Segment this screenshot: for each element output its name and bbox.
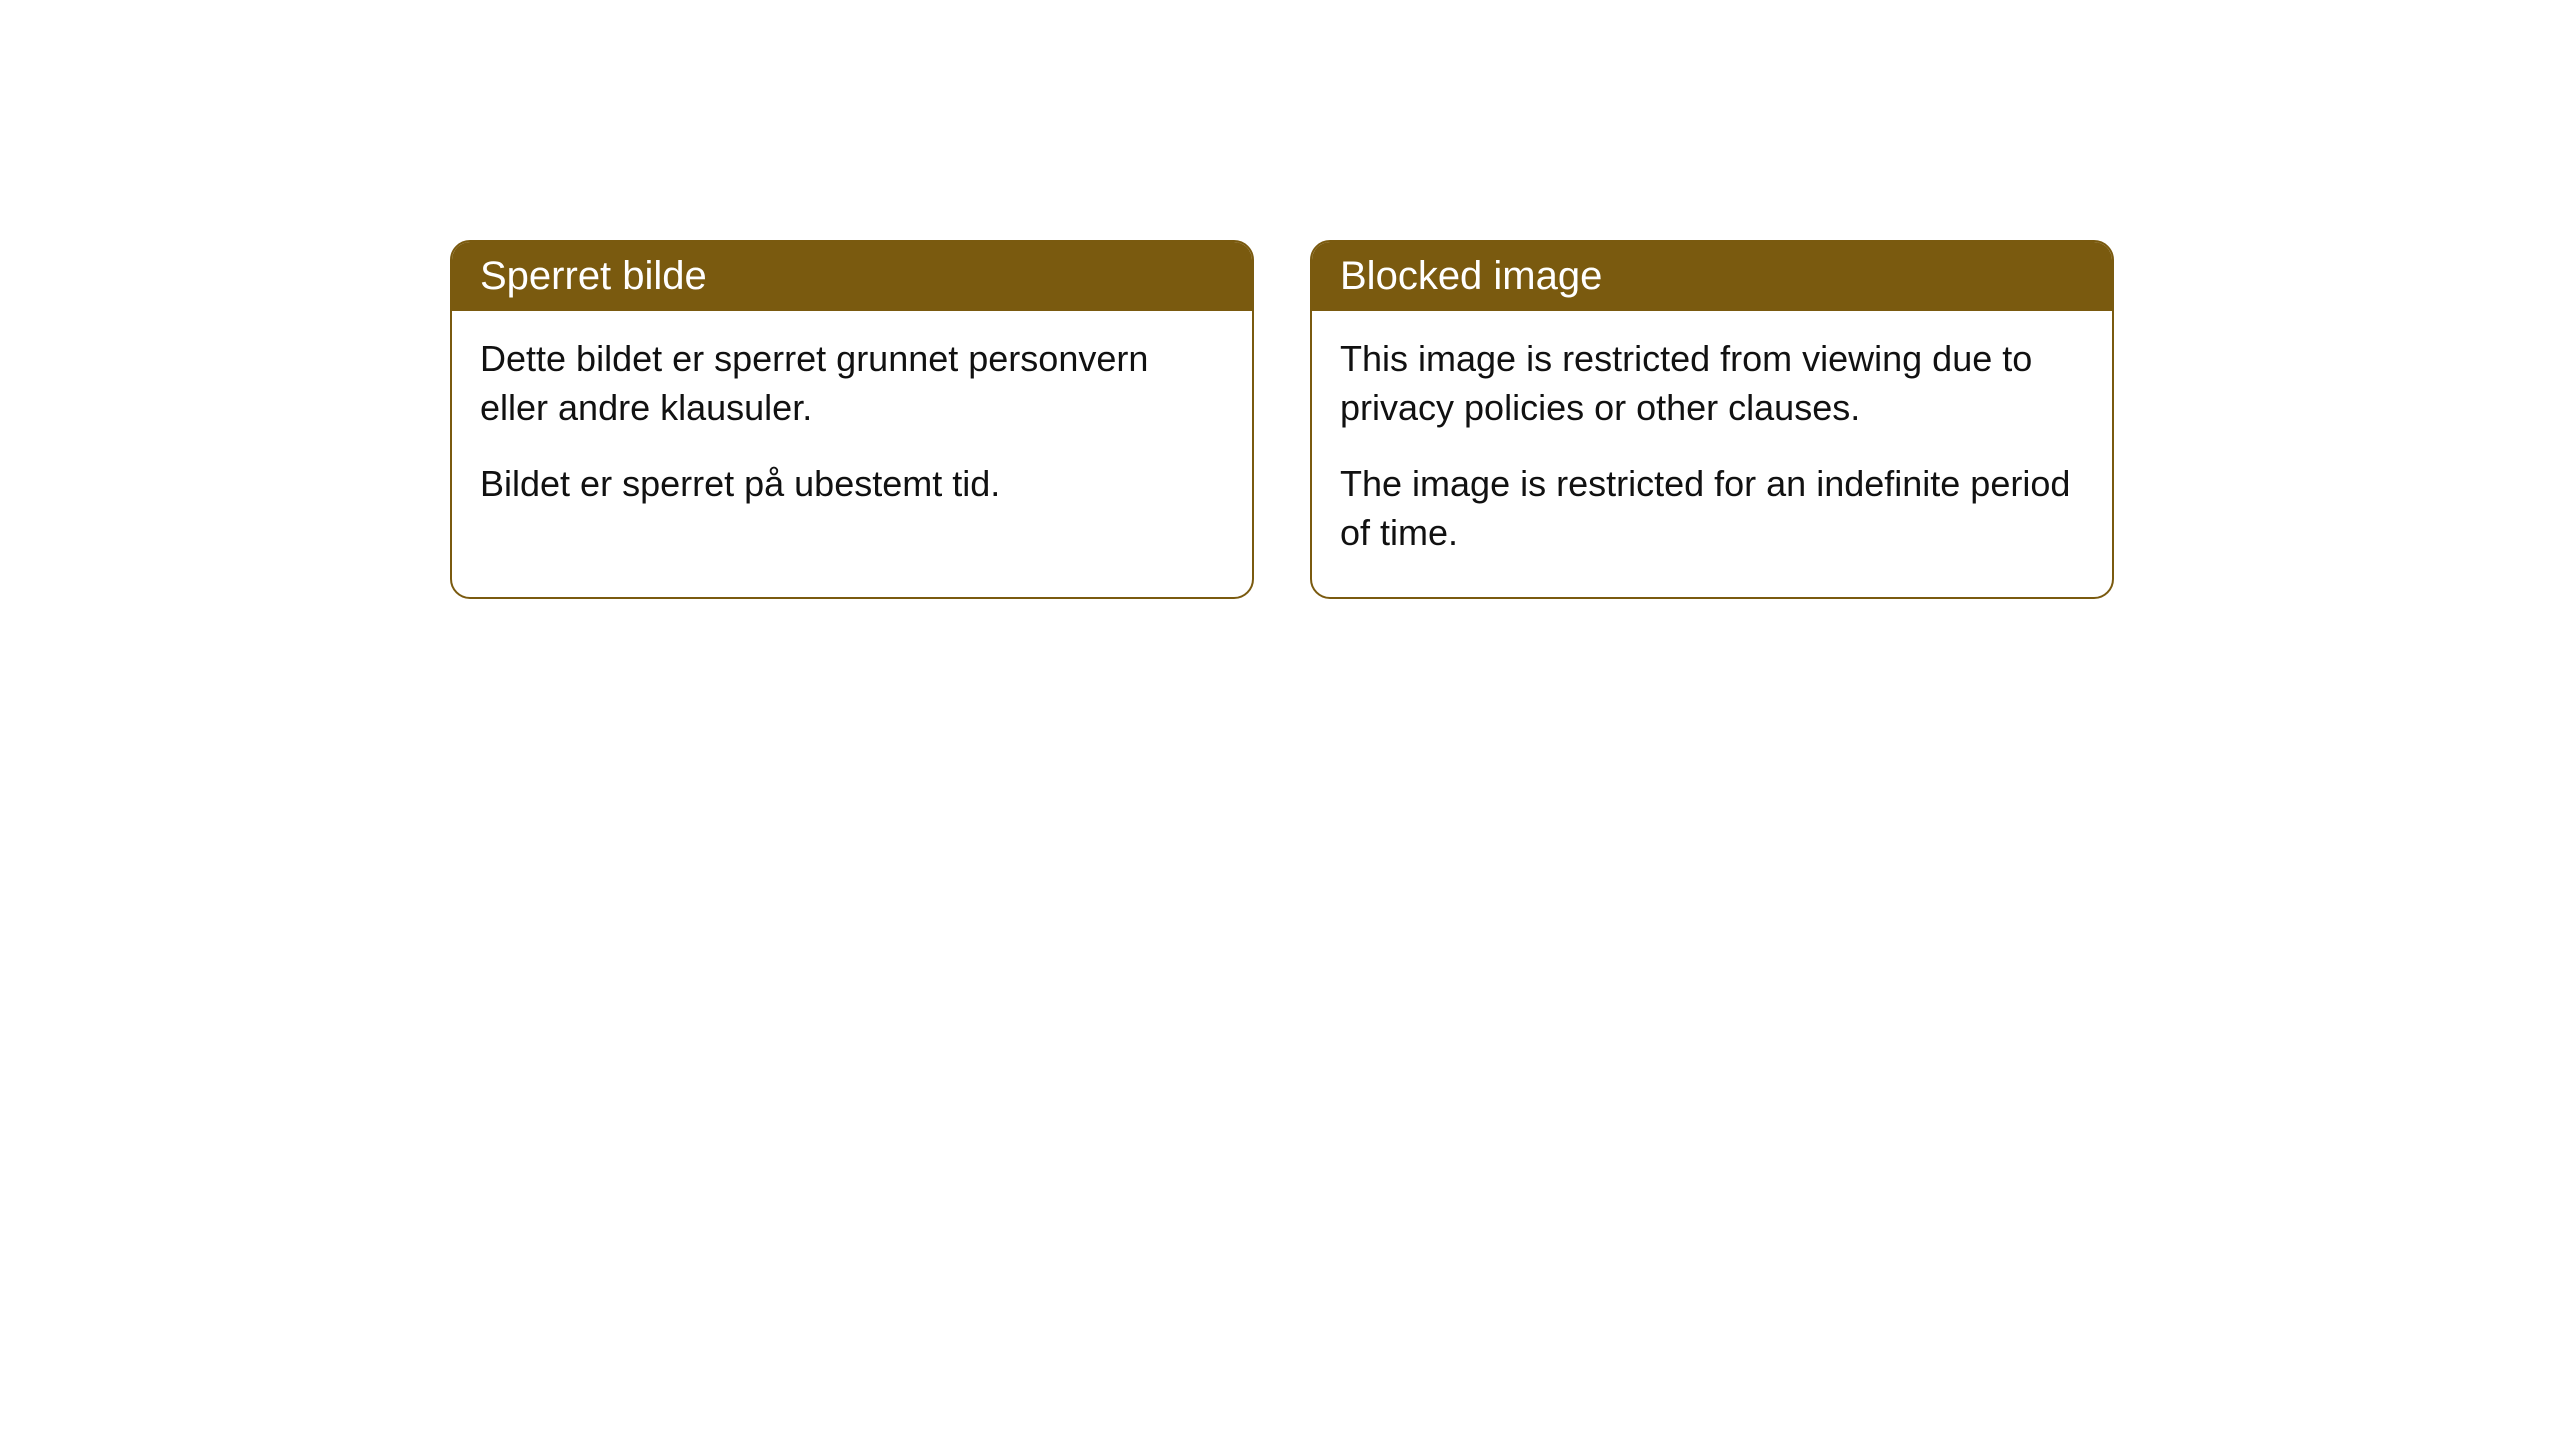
notice-header: Sperret bilde bbox=[452, 242, 1252, 311]
notice-paragraph: Dette bildet er sperret grunnet personve… bbox=[480, 335, 1224, 432]
notice-paragraph: Bildet er sperret på ubestemt tid. bbox=[480, 460, 1224, 509]
notice-box-english: Blocked image This image is restricted f… bbox=[1310, 240, 2114, 599]
notice-box-norwegian: Sperret bilde Dette bildet er sperret gr… bbox=[450, 240, 1254, 599]
notice-paragraph: The image is restricted for an indefinit… bbox=[1340, 460, 2084, 557]
notice-body: Dette bildet er sperret grunnet personve… bbox=[452, 311, 1252, 549]
notice-header: Blocked image bbox=[1312, 242, 2112, 311]
notice-paragraph: This image is restricted from viewing du… bbox=[1340, 335, 2084, 432]
notice-container: Sperret bilde Dette bildet er sperret gr… bbox=[450, 240, 2114, 599]
notice-body: This image is restricted from viewing du… bbox=[1312, 311, 2112, 597]
